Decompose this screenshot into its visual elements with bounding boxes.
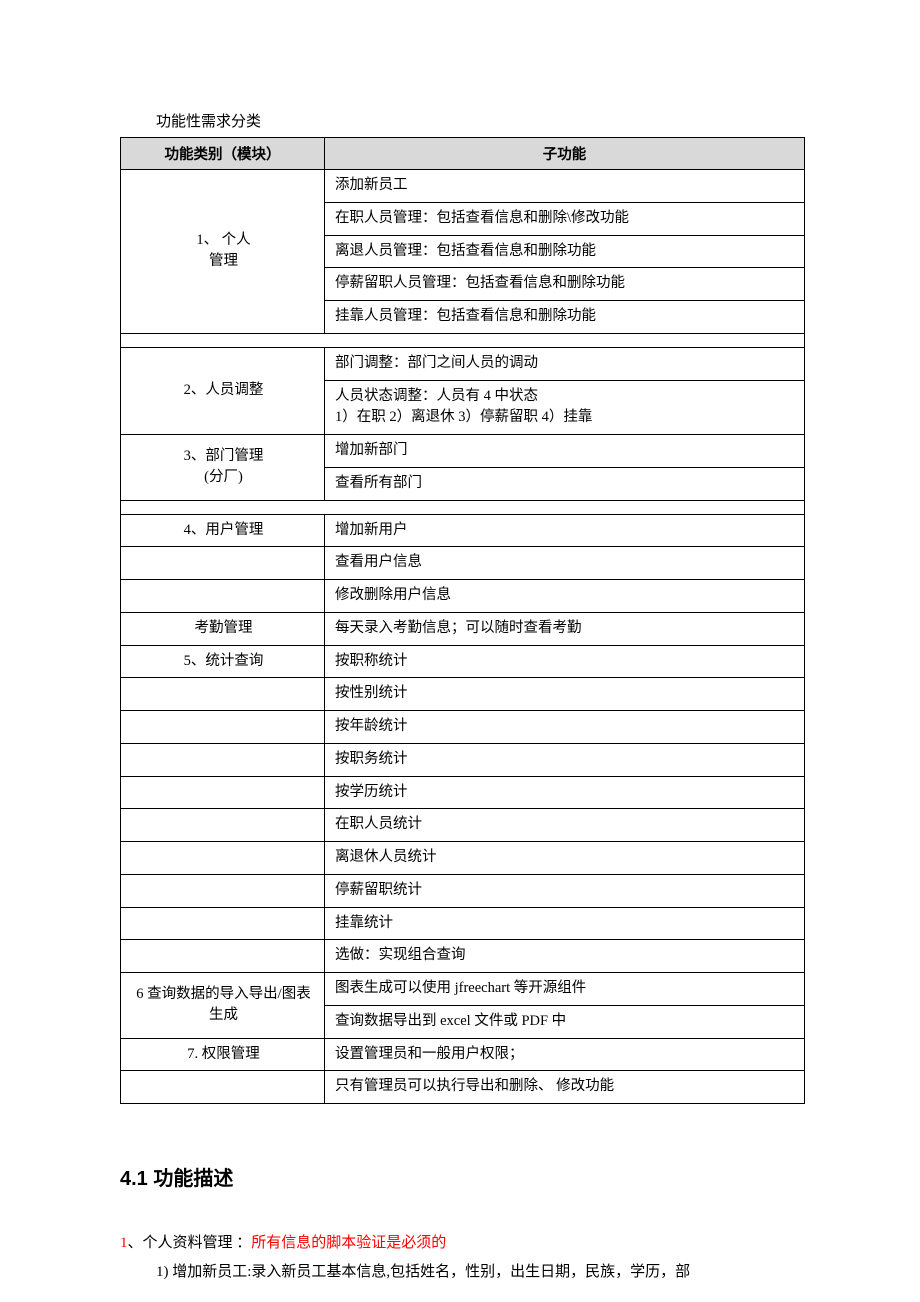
category-cell (121, 547, 325, 580)
category-cell (121, 809, 325, 842)
category-text-line: 1、 个人 (131, 230, 316, 252)
table-row: 2、人员调整部门调整：部门之间人员的调动 (121, 347, 805, 380)
category-text-line: 7. 权限管理 (131, 1044, 316, 1066)
category-cell (121, 711, 325, 744)
category-text-line: (分厂) (131, 467, 316, 489)
category-text-line: 6 查询数据的导入导出/图表 (131, 984, 316, 1006)
category-cell (121, 1071, 325, 1104)
table-row: 4、用户管理增加新用户 (121, 514, 805, 547)
subfunc-cell: 图表生成可以使用 jfreechart 等开源组件 (325, 973, 805, 1006)
category-text-line: 考勤管理 (131, 618, 316, 640)
category-text-line: 3、部门管理 (131, 446, 316, 468)
subfunc-cell: 添加新员工 (325, 170, 805, 203)
list-lead-red: 所有信息的脚本验证是必须的 (251, 1235, 446, 1251)
list-number: 1 (120, 1235, 128, 1251)
category-cell (121, 874, 325, 907)
table-row: 按学历统计 (121, 776, 805, 809)
table-header-row: 功能类别（模块） 子功能 (121, 138, 805, 170)
category-cell: 3、部门管理(分厂) (121, 435, 325, 501)
category-cell: 5、统计查询 (121, 645, 325, 678)
table-row: 按性别统计 (121, 678, 805, 711)
list-lead-black: 个人资料管理 ： (143, 1235, 252, 1251)
table-row: 3、部门管理(分厂)增加新部门 (121, 435, 805, 468)
subfunc-cell: 在职人员统计 (325, 809, 805, 842)
table-row: 只有管理员可以执行导出和删除、 修改功能 (121, 1071, 805, 1104)
category-text-line: 4、用户管理 (131, 520, 316, 542)
subfunc-cell: 停薪留职统计 (325, 874, 805, 907)
category-cell: 7. 权限管理 (121, 1038, 325, 1071)
category-cell: 考勤管理 (121, 612, 325, 645)
category-text-line: 5、统计查询 (131, 651, 316, 673)
sub-item-1: 1) 增加新员工:录入新员工基本信息,包括姓名，性别，出生日期，民族，学历，部 (120, 1258, 805, 1287)
category-text-line: 生成 (131, 1005, 316, 1027)
subfunc-cell: 在职人员管理：包括查看信息和删除\修改功能 (325, 202, 805, 235)
subfunc-cell: 查询数据导出到 excel 文件或 PDF 中 (325, 1005, 805, 1038)
subfunc-cell: 设置管理员和一般用户权限； (325, 1038, 805, 1071)
table-row: 1、 个人管理添加新员工 (121, 170, 805, 203)
document-page: 功能性需求分类 功能类别（模块） 子功能 1、 个人管理添加新员工在职人员管理：… (0, 0, 920, 1288)
table-row: 在职人员统计 (121, 809, 805, 842)
table-row (121, 333, 805, 347)
subfunc-cell: 按学历统计 (325, 776, 805, 809)
subfunc-cell: 离退人员管理：包括查看信息和删除功能 (325, 235, 805, 268)
list-punct: 、 (128, 1235, 143, 1251)
table-row: 挂靠统计 (121, 907, 805, 940)
category-cell (121, 940, 325, 973)
table-row: 6 查询数据的导入导出/图表生成图表生成可以使用 jfreechart 等开源组… (121, 973, 805, 1006)
table-row: 7. 权限管理设置管理员和一般用户权限； (121, 1038, 805, 1071)
subfunc-cell: 人员状态调整：人员有 4 中状态1）在职 2）离退休 3）停薪留职 4）挂靠 (325, 380, 805, 435)
spacer-cell (121, 500, 805, 514)
subfunc-cell: 查看用户信息 (325, 547, 805, 580)
subfunc-cell: 增加新用户 (325, 514, 805, 547)
table-title: 功能性需求分类 (156, 110, 805, 131)
category-cell: 2、人员调整 (121, 347, 325, 434)
table-row: 查看用户信息 (121, 547, 805, 580)
subfunc-cell: 选做：实现组合查询 (325, 940, 805, 973)
subfunc-cell: 修改删除用户信息 (325, 580, 805, 613)
requirements-table: 功能类别（模块） 子功能 1、 个人管理添加新员工在职人员管理：包括查看信息和删… (120, 137, 805, 1104)
table-row: 离退休人员统计 (121, 842, 805, 875)
col-header-subfunc: 子功能 (325, 138, 805, 170)
category-cell: 1、 个人管理 (121, 170, 325, 334)
category-cell (121, 580, 325, 613)
table-row (121, 500, 805, 514)
subfunc-cell: 挂靠统计 (325, 907, 805, 940)
paragraph-block: 1、个人资料管理 ：所有信息的脚本验证是必须的 1) 增加新员工:录入新员工基本… (120, 1229, 805, 1288)
col-header-category: 功能类别（模块） (121, 138, 325, 170)
subfunc-cell: 挂靠人员管理：包括查看信息和删除功能 (325, 301, 805, 334)
table-row: 5、统计查询按职称统计 (121, 645, 805, 678)
table-row: 停薪留职统计 (121, 874, 805, 907)
table-row: 考勤管理每天录入考勤信息；可以随时查看考勤 (121, 612, 805, 645)
subfunc-cell: 增加新部门 (325, 435, 805, 468)
category-cell (121, 678, 325, 711)
section-heading: 4.1 功能描述 (120, 1162, 805, 1191)
table-row: 选做：实现组合查询 (121, 940, 805, 973)
category-text-line: 2、人员调整 (131, 380, 316, 402)
spacer-cell (121, 333, 805, 347)
table-row: 按职务统计 (121, 743, 805, 776)
category-text-line: 管理 (131, 251, 316, 273)
subfunc-cell: 按年龄统计 (325, 711, 805, 744)
subfunc-cell: 按职称统计 (325, 645, 805, 678)
subfunc-cell: 按性别统计 (325, 678, 805, 711)
category-cell (121, 907, 325, 940)
subfunc-cell: 停薪留职人员管理：包括查看信息和删除功能 (325, 268, 805, 301)
table-row: 修改删除用户信息 (121, 580, 805, 613)
category-cell (121, 776, 325, 809)
category-cell: 6 查询数据的导入导出/图表生成 (121, 973, 325, 1039)
category-cell: 4、用户管理 (121, 514, 325, 547)
table-row: 按年龄统计 (121, 711, 805, 744)
subfunc-cell: 离退休人员统计 (325, 842, 805, 875)
subfunc-cell: 按职务统计 (325, 743, 805, 776)
category-cell (121, 743, 325, 776)
subfunc-cell: 部门调整：部门之间人员的调动 (325, 347, 805, 380)
category-cell (121, 842, 325, 875)
subfunc-cell: 每天录入考勤信息；可以随时查看考勤 (325, 612, 805, 645)
subfunc-cell: 查看所有部门 (325, 467, 805, 500)
subfunc-cell: 只有管理员可以执行导出和删除、 修改功能 (325, 1071, 805, 1104)
